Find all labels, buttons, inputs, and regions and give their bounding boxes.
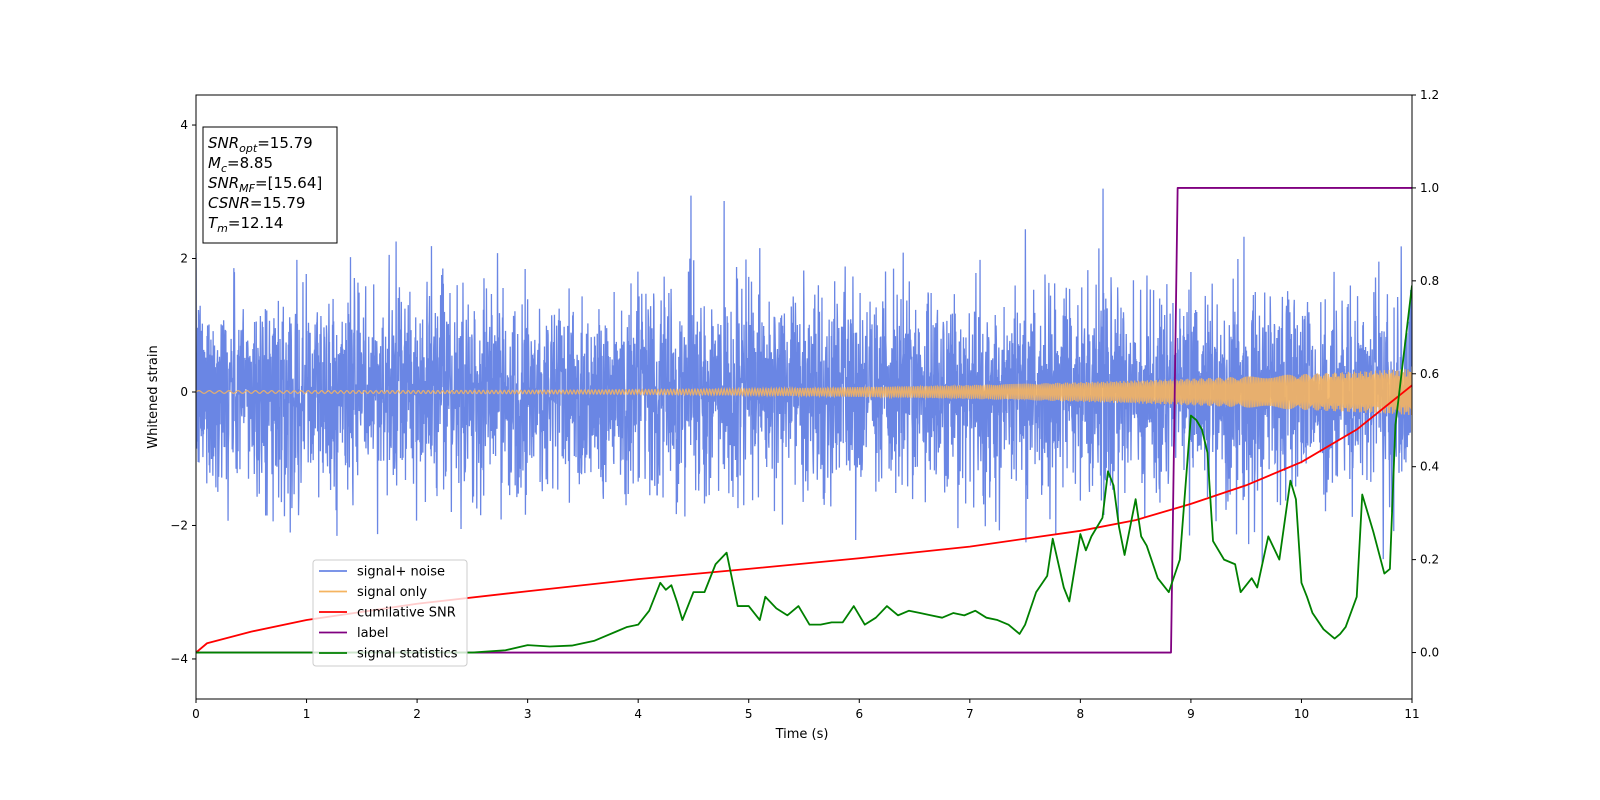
legend: signal+ noise signal only cumilative SNR la… <box>312 559 468 667</box>
y-tick-label: −4 <box>170 652 188 666</box>
series-cumilative-snr <box>196 384 1412 654</box>
series-layer <box>196 187 1412 654</box>
x-tick-label: 11 <box>1404 707 1419 721</box>
x-axis-label: Time (s) <box>775 727 829 742</box>
legend-label: signal only <box>357 585 427 600</box>
legend-label: cumilative SNR <box>357 606 456 621</box>
y2-tick-label: 1.2 <box>1420 88 1439 102</box>
annotation-line: CSNR=15.79 <box>208 194 305 212</box>
y2-tick-label: 0.2 <box>1420 553 1439 567</box>
y-axis-right: 1.2 1.0 0.8 0.6 0.4 0.2 0.0 <box>1412 88 1439 660</box>
series-signal-statistics <box>196 285 1412 654</box>
y2-tick-label: 0.8 <box>1420 274 1439 288</box>
plot-frame <box>195 94 1413 700</box>
annotation-frame <box>202 126 338 244</box>
legend-label: signal+ noise <box>357 565 445 580</box>
y2-tick-label: 0.6 <box>1420 367 1439 381</box>
y-axis-left: 4 2 0 −2 −4 <box>170 118 196 666</box>
y2-tick-label: 1.0 <box>1420 181 1439 195</box>
series-label <box>196 187 1412 654</box>
snr-annotation-box: SNRopt=15.79Mc=8.85SNRMF=[15.64]CSNR=15.… <box>202 126 338 244</box>
annotation-line: SNRopt=15.79 <box>208 134 313 155</box>
annotation-line: SNRMF=[15.64] <box>208 174 322 195</box>
annotation-line: Tm=12.14 <box>208 214 283 235</box>
y-tick-label: 2 <box>180 252 188 266</box>
x-tick-label: 3 <box>524 707 532 721</box>
x-tick-label: 10 <box>1294 707 1309 721</box>
x-tick-label: 1 <box>303 707 311 721</box>
legend-label: label <box>357 626 388 641</box>
x-tick-label: 4 <box>634 707 642 721</box>
y2-tick-label: 0.4 <box>1420 460 1439 474</box>
y-tick-label: 0 <box>180 385 188 399</box>
x-axis: 0 1 2 3 4 5 6 7 8 9 10 11 <box>192 699 1420 721</box>
y-tick-label: −2 <box>170 518 188 532</box>
x-tick-label: 9 <box>1187 707 1195 721</box>
x-tick-label: 5 <box>745 707 753 721</box>
x-tick-label: 2 <box>413 707 421 721</box>
y-axis-label: Whitened strain <box>146 345 161 448</box>
annotation-line: Mc=8.85 <box>208 154 273 175</box>
series-signal-noise <box>196 188 1412 564</box>
x-tick-label: 0 <box>192 707 200 721</box>
x-tick-label: 6 <box>855 707 863 721</box>
x-tick-label: 7 <box>966 707 974 721</box>
legend-label: signal statistics <box>357 647 458 662</box>
y-tick-label: 4 <box>180 118 188 132</box>
x-tick-label: 8 <box>1077 707 1085 721</box>
series-signal-only <box>196 369 1412 415</box>
legend-frame <box>312 559 468 667</box>
y2-tick-label: 0.0 <box>1420 646 1439 660</box>
